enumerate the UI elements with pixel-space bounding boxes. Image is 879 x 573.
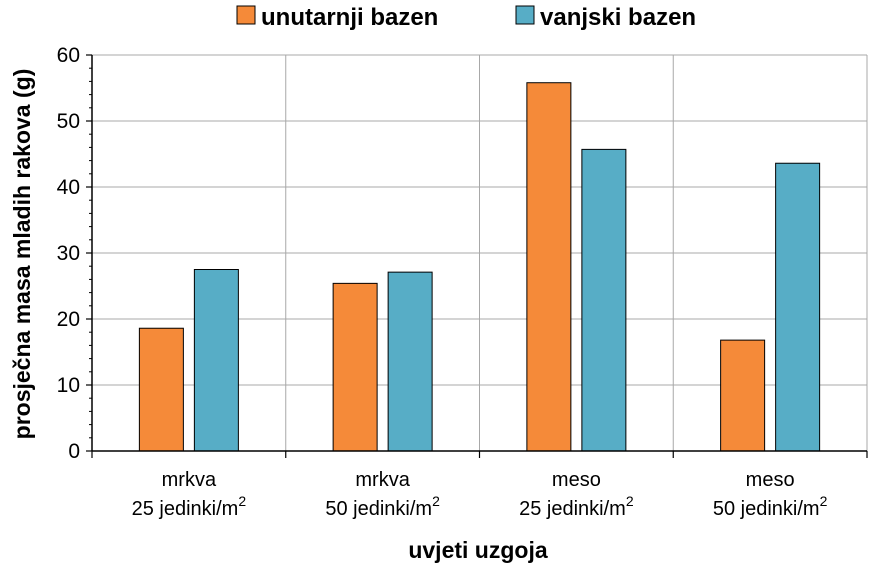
x-axis-title: uvjeti uzgoja — [408, 537, 548, 563]
bar-unutarnji-bazen — [332, 282, 378, 452]
legend-label-vanjski: vanjski bazen — [540, 4, 696, 31]
bar-unutarnji-bazen — [720, 339, 766, 452]
x-tick-label-unit: 25 jedinki/m — [132, 498, 239, 520]
legend-label-unutarnji: unutarnji bazen — [261, 4, 438, 31]
x-tick-label-line1: meso — [746, 469, 795, 491]
y-tick-label: 30 — [57, 242, 80, 265]
legend: unutarnji bazen vanjski bazen — [236, 4, 696, 31]
x-tick-label-line1: mrkva — [355, 469, 410, 491]
y-tick-label: 50 — [57, 110, 80, 133]
y-tick-label: 0 — [68, 440, 80, 463]
bar-vanjski-bazen — [387, 271, 433, 452]
x-tick-label-line2: 50 jedinki/m2 — [713, 493, 828, 520]
axes — [86, 54, 868, 458]
x-tick-label-unit: 25 jedinki/m — [519, 498, 626, 520]
x-tick-label-line2: 50 jedinki/m2 — [325, 493, 440, 520]
bar-unutarnji-bazen — [526, 82, 572, 452]
y-tick-label: 20 — [57, 308, 80, 331]
x-tick-label-line1: meso — [552, 469, 601, 491]
x-tick-label-unit: 50 jedinki/m — [713, 498, 820, 520]
y-tick-label: 60 — [57, 44, 80, 67]
bar-vanjski-bazen — [193, 269, 239, 452]
y-tick-label: 40 — [57, 176, 80, 199]
x-tick-label-line2: 25 jedinki/m2 — [132, 493, 247, 520]
bar-unutarnji-bazen — [138, 327, 184, 452]
x-tick-label-superscript: 2 — [238, 493, 246, 509]
x-tick-label-unit: 50 jedinki/m — [325, 498, 432, 520]
x-tick-label-superscript: 2 — [820, 493, 828, 509]
legend-swatch-unutarnji — [236, 5, 256, 25]
x-tick-label-superscript: 2 — [626, 493, 634, 509]
legend-swatch-vanjski — [515, 5, 535, 25]
bar-vanjski-bazen — [775, 162, 821, 452]
y-tick-labels: 0 10 20 30 40 50 60 — [57, 44, 80, 463]
x-tick-label-line1: mrkva — [162, 469, 217, 491]
bar-vanjski-bazen — [581, 148, 627, 452]
y-tick-label: 10 — [57, 374, 80, 397]
x-tick-label-superscript: 2 — [432, 493, 440, 509]
y-axis-title: prosječna masa mladih rakova (g) — [9, 69, 35, 440]
x-tick-label-line2: 25 jedinki/m2 — [519, 493, 634, 520]
